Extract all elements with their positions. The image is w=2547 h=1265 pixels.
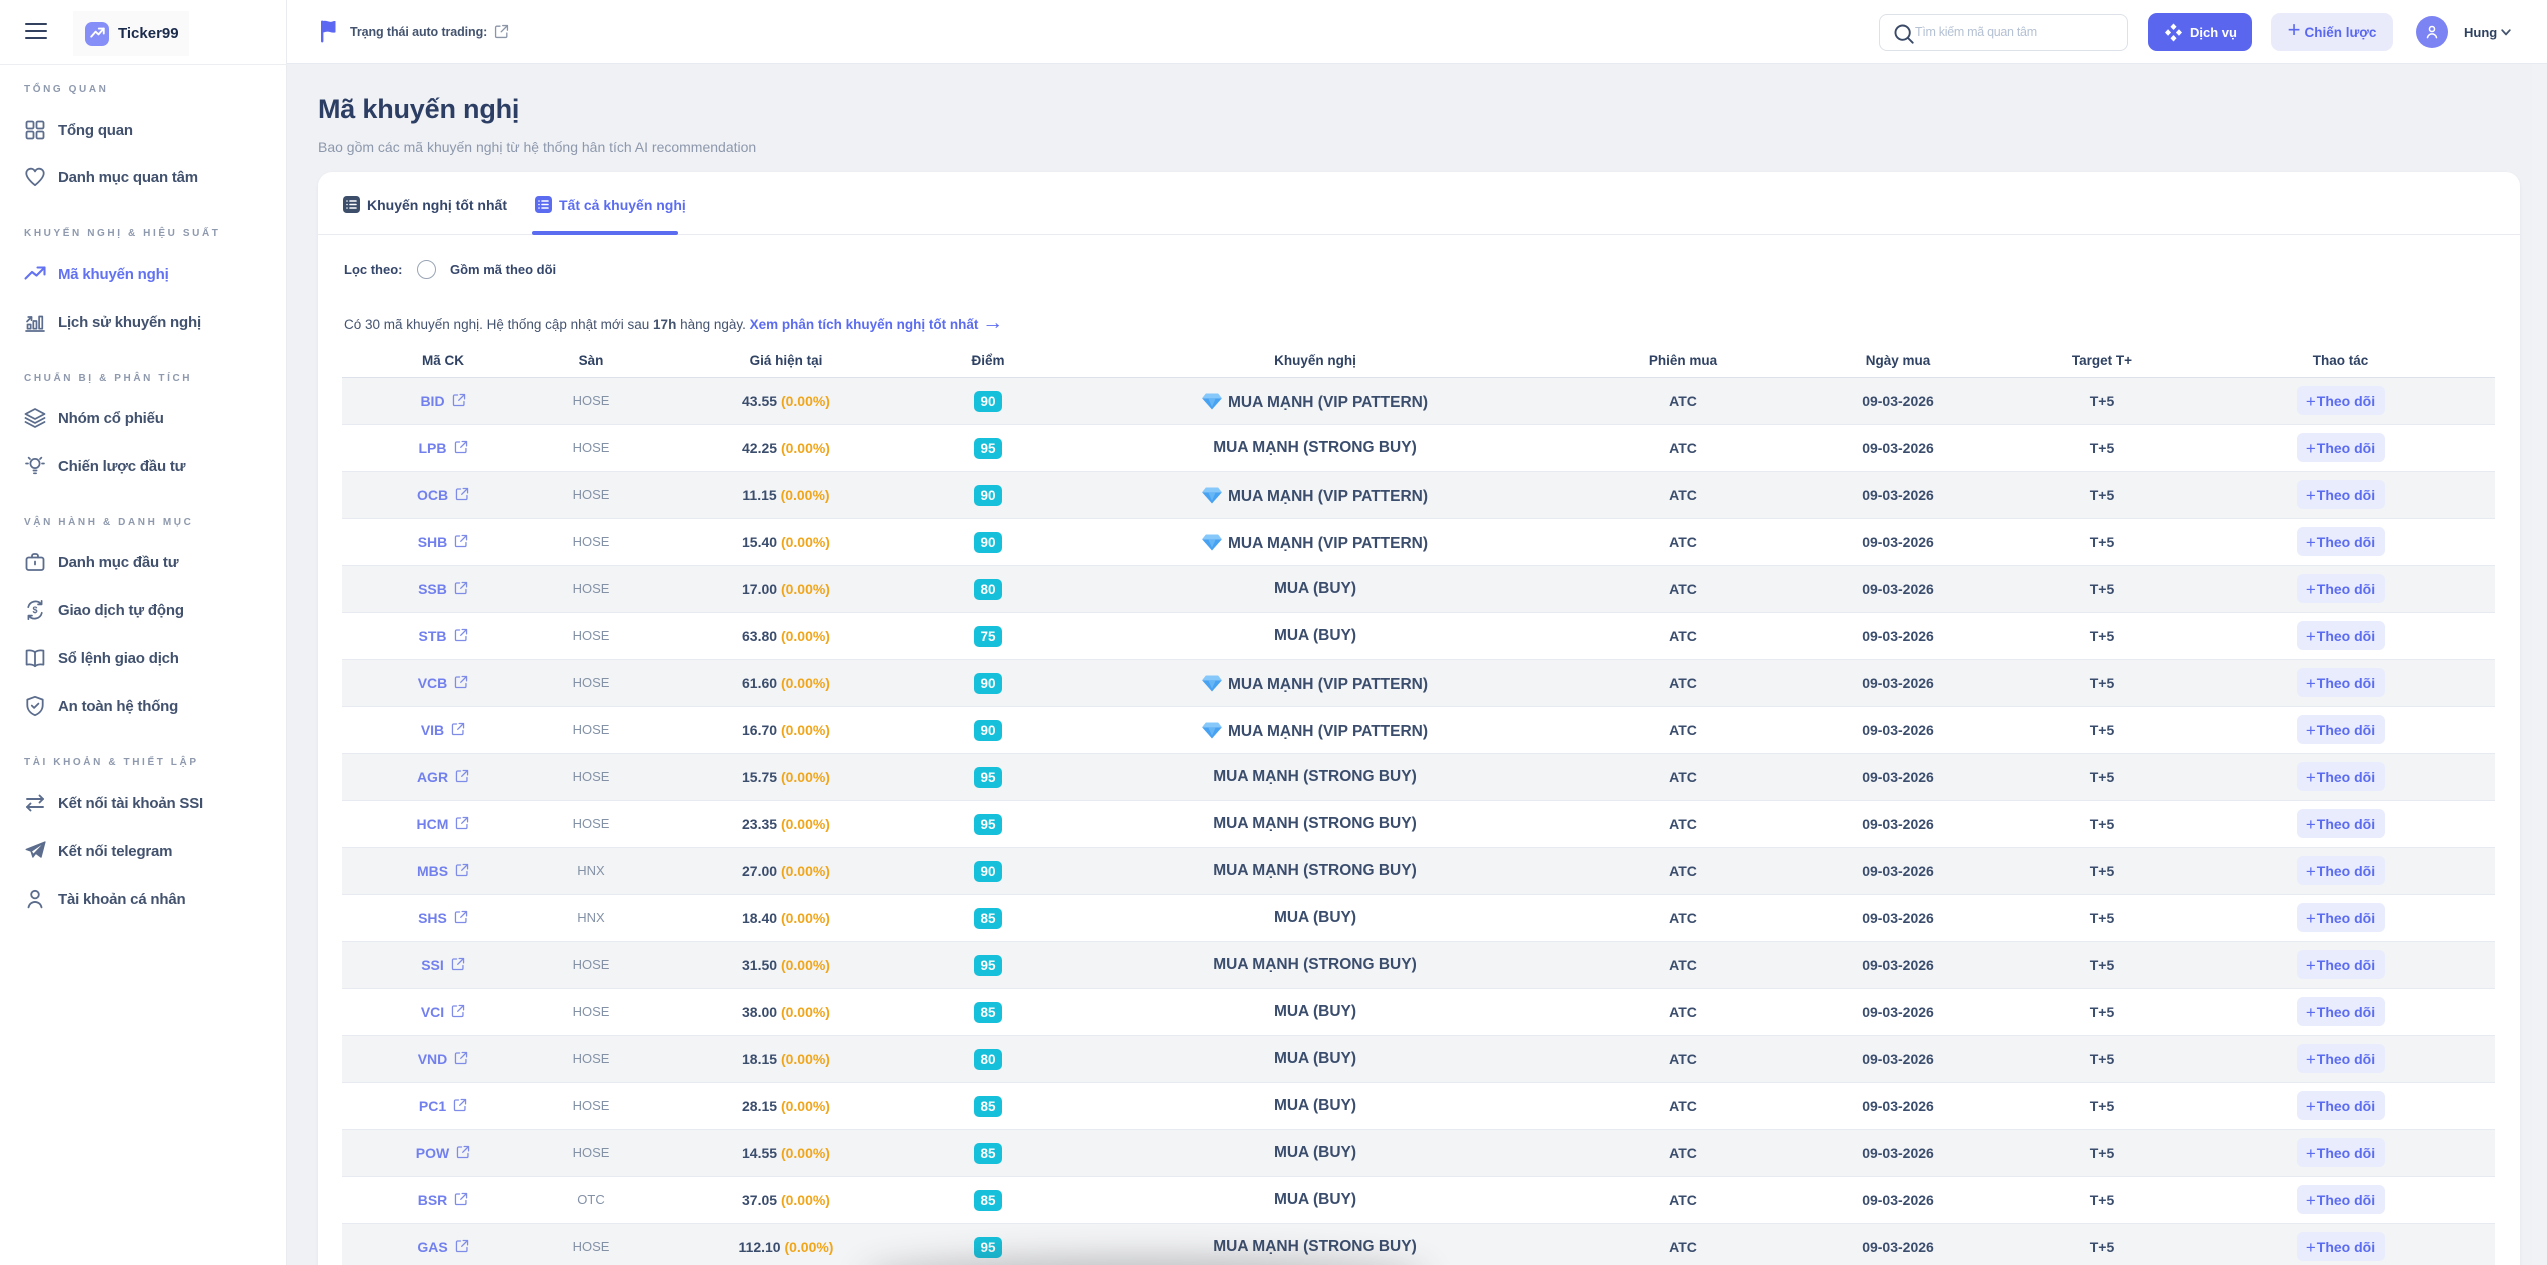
svg-text:$: $	[32, 605, 37, 615]
